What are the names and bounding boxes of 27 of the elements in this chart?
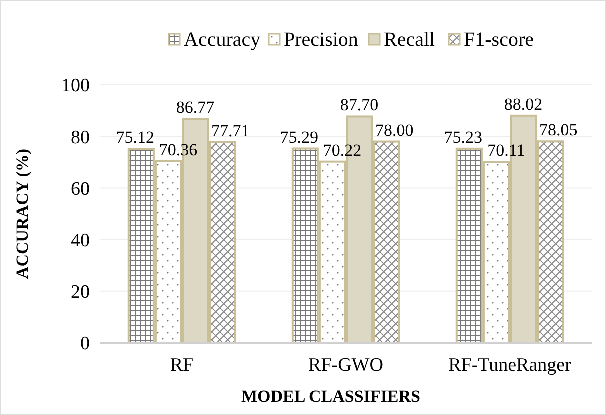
y-tick-label: 60 (71, 178, 90, 200)
legend-label: Accuracy (184, 29, 261, 51)
data-label: 87.70 (340, 96, 379, 115)
data-label: 70.22 (323, 140, 362, 160)
data-label: 70.36 (159, 140, 198, 160)
data-label: 75.12 (116, 128, 155, 148)
y-tick-label: 100 (62, 76, 90, 97)
data-label: 77.71 (211, 122, 250, 141)
data-label: 78.05 (539, 120, 578, 140)
legend-label: Precision (284, 29, 358, 51)
data-label: 78.00 (375, 120, 414, 140)
x-tick-label: RF-GWO (308, 355, 384, 376)
y-tick-label: 20 (71, 282, 90, 304)
legend-label: Recall (384, 29, 436, 51)
y-axis-title: ACCURACY (%) (13, 148, 32, 280)
legend-label: F1-score (464, 29, 534, 51)
data-label: 70.11 (488, 141, 526, 160)
y-tick-label: 0 (80, 334, 90, 355)
x-tick-label: RF-TuneRanger (448, 355, 572, 376)
x-axis-title: MODEL CLASSIFIERS (241, 387, 421, 406)
data-label: 88.02 (504, 94, 543, 114)
data-label: 86.77 (176, 98, 216, 118)
y-tick-label: 40 (71, 230, 90, 252)
x-tick-label: RF (170, 355, 194, 376)
data-label: 75.23 (444, 128, 483, 147)
y-tick-label: 80 (71, 127, 90, 148)
data-label: 75.29 (280, 128, 319, 147)
